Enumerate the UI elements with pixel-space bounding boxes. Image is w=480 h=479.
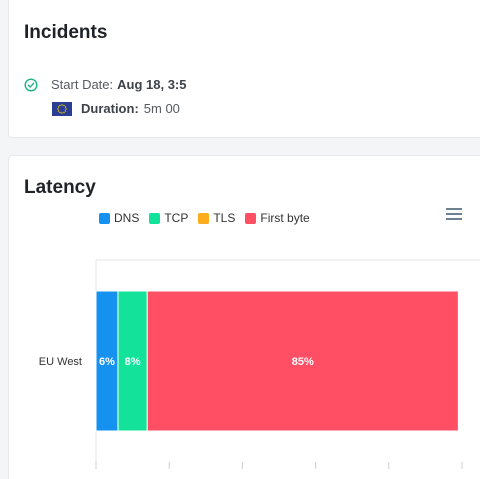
legend-item-tls[interactable]: TLS bbox=[198, 211, 235, 225]
start-date-label: Start Date: bbox=[51, 77, 114, 92]
bar-segment-tcp bbox=[117, 290, 148, 432]
legend-swatch bbox=[198, 212, 210, 224]
hamburger-menu-icon[interactable] bbox=[446, 208, 462, 220]
legend-item-tcp[interactable]: TCP bbox=[149, 211, 188, 225]
bar-segment-first-byte bbox=[146, 290, 459, 432]
start-date-row: Start Date: Aug 18, 3:5 bbox=[24, 77, 187, 92]
check-circle-icon bbox=[24, 77, 38, 92]
start-date-value: Aug 18, 3:5 bbox=[117, 77, 187, 92]
data-label-tcp: 8% bbox=[125, 356, 141, 368]
legend-label: DNS bbox=[114, 211, 140, 225]
latency-card: Latency DNS TCP TLS First byte EU West 6% 8% 8… bbox=[8, 155, 480, 479]
eu-flag-icon bbox=[52, 101, 72, 116]
data-label-first-byte: 85% bbox=[292, 356, 314, 368]
duration-row: Duration: 5m 00 bbox=[52, 101, 180, 116]
latency-chart: EU West 6% 8% 85% bbox=[39, 259, 480, 469]
duration-label: Duration: bbox=[81, 101, 139, 116]
legend-swatch bbox=[99, 212, 110, 224]
legend-label: TLS bbox=[213, 211, 236, 225]
chart-legend: DNS TCP TLS First byte bbox=[99, 211, 320, 225]
legend-label: TCP bbox=[164, 211, 189, 225]
incidents-title: Incidents bbox=[24, 22, 108, 43]
category-label: EU West bbox=[39, 356, 82, 368]
legend-item-first-byte[interactable]: First byte bbox=[245, 211, 310, 225]
duration-value: 5m 00 bbox=[143, 101, 180, 116]
legend-swatch bbox=[149, 212, 161, 224]
data-label-dns: 6% bbox=[99, 356, 115, 368]
legend-item-dns[interactable]: DNS bbox=[99, 211, 139, 225]
incidents-card: Incidents Start Date: Aug 18, 3:5 Durati… bbox=[8, 0, 480, 138]
latency-title: Latency bbox=[24, 177, 96, 198]
legend-swatch bbox=[245, 212, 257, 224]
legend-label: First byte bbox=[260, 211, 310, 225]
